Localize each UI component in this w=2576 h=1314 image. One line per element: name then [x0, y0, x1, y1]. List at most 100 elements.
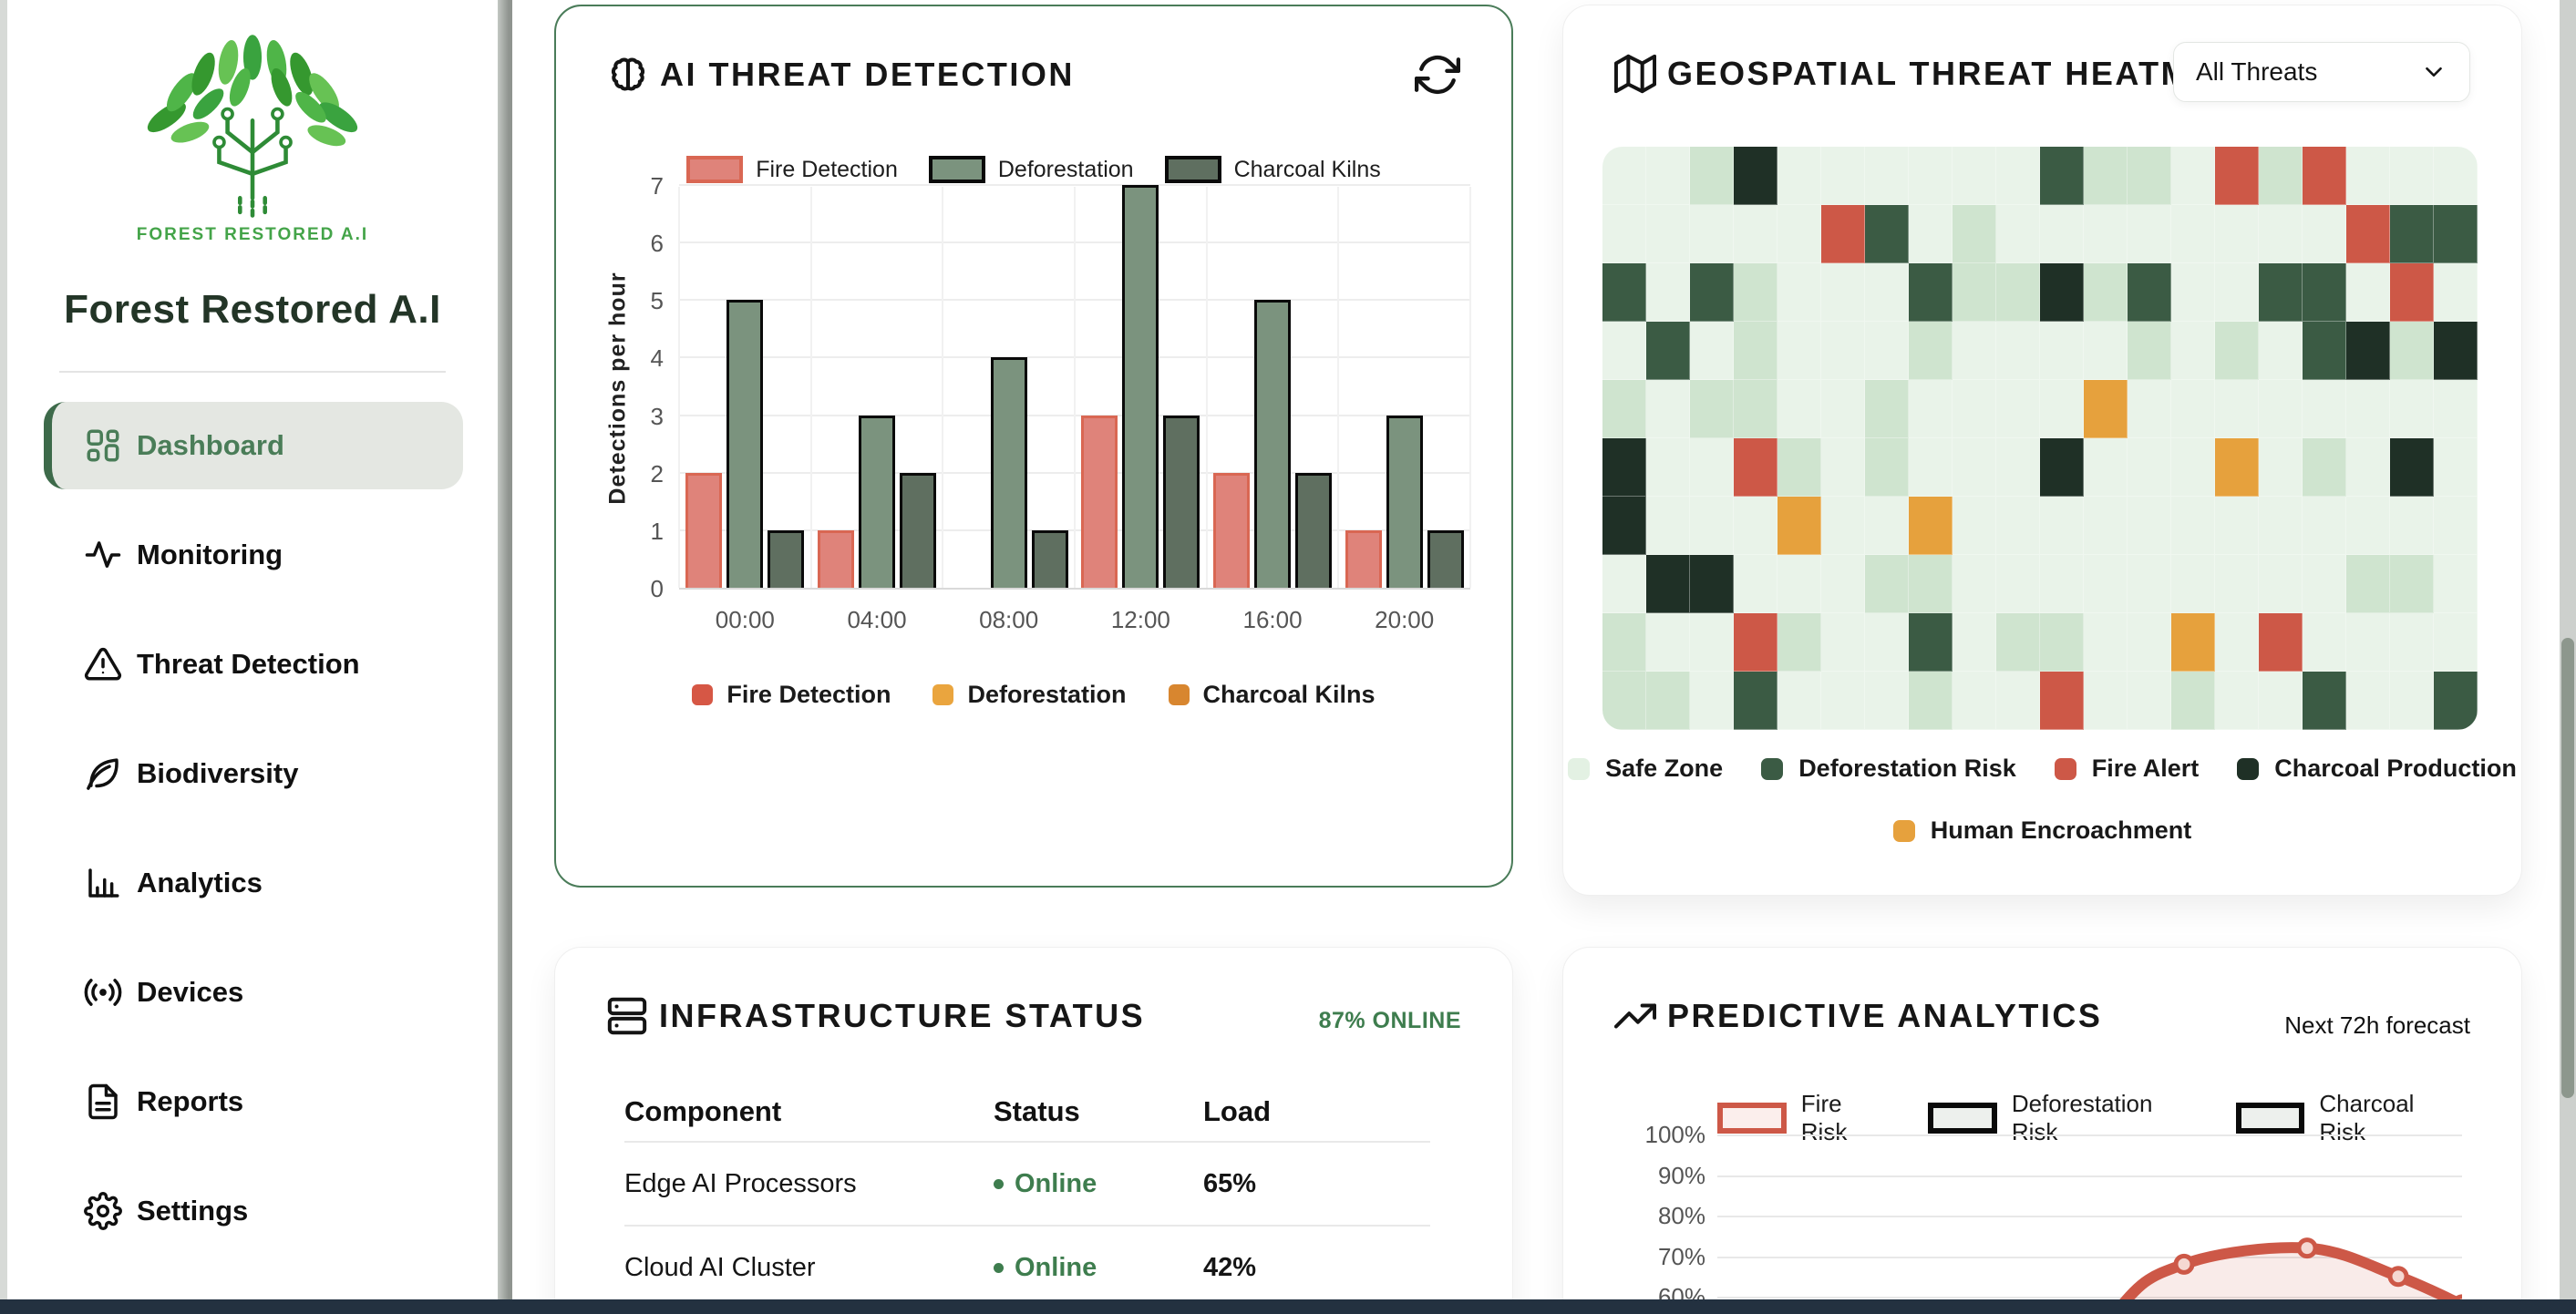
heatmap-cell-r1c13: [2128, 147, 2171, 205]
heatmap-cell-r7c1: [1602, 497, 1646, 555]
heatmap-cell-r9c11: [2040, 613, 2084, 672]
heatmap-cell-r9c14: [2171, 613, 2215, 672]
heatmap-cell-r9c4: [1734, 613, 1777, 672]
heatmap-cell-r9c2: [1646, 613, 1690, 672]
heatmap-cell-r4c17: [2303, 322, 2346, 380]
heatmap-cell-r7c4: [1734, 497, 1777, 555]
nav-label: Threat Detection: [137, 648, 360, 680]
fire-risk-line: [2119, 1237, 2462, 1299]
heatmap-cell-r4c8: [1909, 322, 1953, 380]
col-load: Load: [1203, 1095, 1272, 1127]
heatmap-cell-r5c7: [1865, 380, 1909, 438]
heatmap-cell-r7c20: [2434, 497, 2478, 555]
pred-legend-deforestation-risk[interactable]: Deforestation Risk: [1927, 1090, 2200, 1146]
legend-item-fire-detection[interactable]: Fire Detection: [686, 156, 898, 183]
heatmap-cell-r1c19: [2390, 147, 2434, 205]
legend-swatch: [1717, 1103, 1787, 1134]
sidebar-item-biodiversity[interactable]: Biodiversity: [44, 730, 463, 817]
map-icon: [1614, 53, 1656, 95]
legend-label: Charcoal Kilns: [1202, 681, 1376, 708]
heatmap-cell-r2c4: [1734, 205, 1777, 263]
legend-item-charcoal-kilns[interactable]: Charcoal Kilns: [1164, 156, 1381, 183]
bar-charcoal-kilns: [899, 472, 936, 588]
heatmap-cell-r1c4: [1734, 147, 1777, 205]
heatmap-cell-r6c20: [2434, 438, 2478, 497]
bottom-bar: [0, 1299, 2576, 1314]
sidebar-item-devices[interactable]: Devices: [44, 949, 463, 1036]
bar-group-20:00: [1338, 187, 1470, 588]
y-tick: 7: [650, 172, 664, 200]
heatmap-cell-r4c18: [2346, 322, 2390, 380]
window-edge: [0, 0, 7, 1299]
bar-charcoal-kilns: [768, 529, 805, 588]
heatmap-cell-r7c7: [1865, 497, 1909, 555]
heatmap-cell-r4c10: [1996, 322, 2040, 380]
threat-filter-value: All Threats: [2196, 57, 2318, 86]
heatmap-cell-r9c19: [2390, 613, 2434, 672]
heatmap-cell-r2c9: [1953, 205, 1996, 263]
pred-card-title: PREDICTIVE ANALYTICS: [1667, 997, 2103, 1034]
heatmap-cell-r3c14: [2171, 263, 2215, 322]
devices-icon: [84, 973, 122, 1011]
heatmap-cell-r5c15: [2215, 380, 2259, 438]
heatmap-cell-r7c19: [2390, 497, 2434, 555]
heatmap-cell-r3c6: [1821, 263, 1865, 322]
y-tick: 1: [650, 517, 664, 545]
heatmap-cell-r6c3: [1690, 438, 1734, 497]
heatmap-cell-r5c2: [1646, 380, 1690, 438]
heatmap-card-title: GEOSPATIAL THREAT HEATMAP: [1667, 55, 2241, 92]
sidebar-item-analytics[interactable]: Analytics: [44, 839, 463, 927]
heatmap-cell-r8c16: [2259, 555, 2303, 613]
scrollbar-thumb[interactable]: [2561, 638, 2574, 1098]
bar-fire-detection: [817, 529, 854, 588]
threat-filter-select[interactable]: All Threats: [2173, 42, 2470, 102]
sidebar-item-settings[interactable]: Settings: [44, 1167, 463, 1255]
heatmap-cell-r4c16: [2259, 322, 2303, 380]
infrastructure-status-card: INFRASTRUCTURE STATUS 87% ONLINE Compone…: [554, 947, 1513, 1299]
pred-legend-fire-risk[interactable]: Fire Risk: [1717, 1090, 1891, 1146]
heatmap-legend-safe-zone: Safe Zone: [1568, 755, 1723, 783]
heatmap-cell-r9c20: [2434, 613, 2478, 672]
sidebar-item-reports[interactable]: Reports: [44, 1058, 463, 1145]
heatmap-cell-r10c15: [2215, 672, 2259, 730]
heatmap-cell-r3c11: [2040, 263, 2084, 322]
heatmap-cell-r5c17: [2303, 380, 2346, 438]
refresh-icon[interactable]: [1414, 52, 1461, 98]
heatmap-cell-r10c17: [2303, 672, 2346, 730]
heatmap-cell-r2c13: [2128, 205, 2171, 263]
heatmap-cell-r10c19: [2390, 672, 2434, 730]
heatmap-cell-r3c5: [1777, 263, 1821, 322]
heatmap-cell-r5c4: [1734, 380, 1777, 438]
heatmap-cell-r4c13: [2128, 322, 2171, 380]
heatmap-cell-r5c11: [2040, 380, 2084, 438]
x-tick: 20:00: [1375, 606, 1435, 633]
legend-label: Charcoal Kilns: [1233, 156, 1381, 182]
sidebar-item-monitoring[interactable]: Monitoring: [44, 511, 463, 599]
heatmap-cell-r1c17: [2303, 147, 2346, 205]
heatmap-cell-r1c20: [2434, 147, 2478, 205]
heatmap-legend-row-2: Human Encroachment: [1563, 816, 2521, 845]
heatmap-cell-r5c6: [1821, 380, 1865, 438]
pred-legend-charcoal-risk[interactable]: Charcoal Risk: [2235, 1090, 2462, 1146]
legend-label: Deforestation: [967, 681, 1127, 708]
sidebar-item-dashboard[interactable]: Dashboard: [44, 402, 463, 489]
bar-deforestation: [1386, 415, 1423, 588]
heatmap-cell-r9c7: [1865, 613, 1909, 672]
sidebar-resize-handle[interactable]: [498, 0, 512, 1299]
heatmap-cell-r2c7: [1865, 205, 1909, 263]
bar-charcoal-kilns: [1294, 472, 1332, 588]
threat-card-header: AI THREAT DETECTION: [607, 54, 1075, 96]
heatmap-cell-r8c8: [1909, 555, 1953, 613]
heatmap-cell-r10c11: [2040, 672, 2084, 730]
heatmap-cell-r5c14: [2171, 380, 2215, 438]
brain-icon: [607, 54, 649, 96]
heatmap-legend-fire-alert: Fire Alert: [2054, 755, 2199, 783]
sidebar-item-threat-detection[interactable]: Threat Detection: [44, 621, 463, 708]
bar-group-08:00: [943, 187, 1075, 588]
legend-item-deforestation[interactable]: Deforestation: [928, 156, 1134, 183]
heatmap-cell-r10c10: [1996, 672, 2040, 730]
heatmap-cell-r8c14: [2171, 555, 2215, 613]
pred-chart-legend: Fire Risk Deforestation Risk Charcoal Risk: [1717, 1090, 2462, 1146]
heatmap-cell-r2c2: [1646, 205, 1690, 263]
legend-swatch: [928, 156, 985, 183]
